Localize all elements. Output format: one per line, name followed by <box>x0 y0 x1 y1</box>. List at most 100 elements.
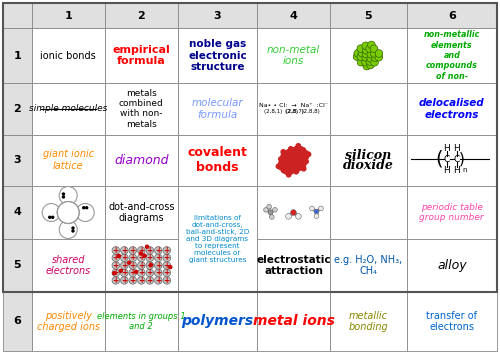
Circle shape <box>143 254 146 257</box>
Circle shape <box>370 58 378 66</box>
Circle shape <box>163 247 170 254</box>
Circle shape <box>129 269 136 277</box>
Bar <box>178 28 257 83</box>
Bar <box>3 186 32 239</box>
Bar <box>178 83 257 135</box>
Circle shape <box>281 162 285 167</box>
Circle shape <box>284 170 288 174</box>
Text: +: + <box>112 261 119 270</box>
Circle shape <box>354 53 361 61</box>
Circle shape <box>301 156 306 161</box>
Circle shape <box>292 162 296 167</box>
Circle shape <box>362 58 370 66</box>
Circle shape <box>290 210 296 215</box>
Circle shape <box>289 165 294 170</box>
Text: +: + <box>130 253 136 262</box>
Circle shape <box>278 161 283 166</box>
Text: C: C <box>454 155 460 164</box>
Bar <box>105 292 178 351</box>
Circle shape <box>120 269 122 272</box>
Text: +: + <box>146 268 153 278</box>
Text: noble gas
electronic
structure: noble gas electronic structure <box>188 39 247 72</box>
Text: Na• • Cl:  →  Na⁺  :Cl⁻: Na• • Cl: → Na⁺ :Cl⁻ <box>259 103 328 108</box>
Circle shape <box>76 204 94 222</box>
Circle shape <box>289 153 294 157</box>
Circle shape <box>296 152 300 156</box>
Circle shape <box>296 156 300 161</box>
Circle shape <box>296 158 301 162</box>
Circle shape <box>138 262 145 269</box>
Circle shape <box>294 151 298 155</box>
Circle shape <box>286 162 290 167</box>
Circle shape <box>368 41 375 49</box>
Circle shape <box>296 150 301 154</box>
Circle shape <box>362 50 370 58</box>
Circle shape <box>278 165 283 170</box>
Circle shape <box>163 254 170 262</box>
Bar <box>105 83 178 135</box>
Circle shape <box>82 207 84 209</box>
Bar <box>178 186 257 292</box>
Circle shape <box>154 247 162 254</box>
Bar <box>178 292 257 351</box>
Circle shape <box>138 276 145 284</box>
Circle shape <box>72 230 74 232</box>
Text: +: + <box>155 268 162 278</box>
Bar <box>330 83 406 135</box>
Text: +: + <box>146 276 153 285</box>
Text: covalent
bonds: covalent bonds <box>188 146 248 174</box>
Text: +: + <box>138 253 144 262</box>
Text: (: ( <box>435 150 442 169</box>
Text: H: H <box>444 166 450 175</box>
Circle shape <box>284 159 288 164</box>
Circle shape <box>362 42 370 50</box>
Circle shape <box>146 262 154 269</box>
Circle shape <box>302 158 306 162</box>
Text: 1: 1 <box>14 51 21 61</box>
Circle shape <box>306 152 310 156</box>
Circle shape <box>286 152 290 156</box>
Circle shape <box>154 262 162 269</box>
Circle shape <box>57 201 79 223</box>
Circle shape <box>292 158 296 162</box>
Circle shape <box>146 245 148 248</box>
Circle shape <box>375 53 382 61</box>
Text: elements in groups 1
and 2: elements in groups 1 and 2 <box>97 312 186 331</box>
Text: +: + <box>130 246 136 255</box>
Circle shape <box>292 168 296 173</box>
Circle shape <box>129 254 136 262</box>
Circle shape <box>286 213 292 219</box>
Circle shape <box>286 168 291 173</box>
Circle shape <box>267 204 272 209</box>
Bar <box>257 186 330 239</box>
Text: dot-and-cross
diagrams: dot-and-cross diagrams <box>108 202 174 223</box>
Circle shape <box>86 207 87 209</box>
Circle shape <box>59 221 77 239</box>
Circle shape <box>292 164 296 169</box>
Bar <box>330 239 406 292</box>
Text: dioxide: dioxide <box>343 159 394 172</box>
Circle shape <box>314 209 319 214</box>
Bar <box>406 3 497 28</box>
Text: 1: 1 <box>64 11 72 21</box>
Circle shape <box>310 206 314 211</box>
Circle shape <box>299 164 303 168</box>
Circle shape <box>294 170 298 174</box>
Bar <box>32 3 105 28</box>
Text: shared
electrons: shared electrons <box>46 255 91 276</box>
Bar <box>3 3 32 28</box>
Text: +: + <box>112 276 119 285</box>
Circle shape <box>48 216 50 218</box>
Text: +: + <box>121 268 128 278</box>
Text: +: + <box>155 253 162 262</box>
Circle shape <box>299 151 303 155</box>
Circle shape <box>299 165 304 170</box>
Bar <box>32 292 105 351</box>
Text: +: + <box>121 253 128 262</box>
Bar <box>105 3 178 28</box>
Circle shape <box>272 207 278 212</box>
Text: 2: 2 <box>14 104 21 114</box>
Circle shape <box>281 154 285 158</box>
Bar <box>178 135 257 186</box>
Bar <box>406 135 497 186</box>
